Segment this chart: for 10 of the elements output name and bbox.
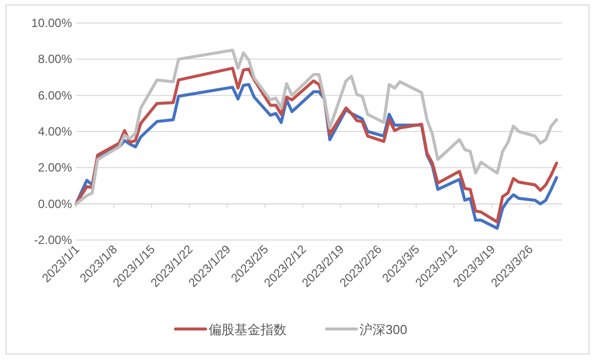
y-tick-label: 4.00% [38, 124, 72, 138]
legend-label: 沪深300 [360, 322, 408, 337]
y-tick-label: 10.00% [31, 16, 72, 30]
y-tick-label: -2.00% [34, 233, 72, 247]
y-tick-label: 8.00% [38, 52, 72, 66]
y-tick-label: 0.00% [38, 196, 72, 211]
y-tick-label: 6.00% [38, 88, 72, 102]
legend-label: 偏股基金指数 [208, 322, 286, 337]
y-tick-label: 2.00% [38, 160, 72, 175]
line-series [74, 48, 558, 206]
